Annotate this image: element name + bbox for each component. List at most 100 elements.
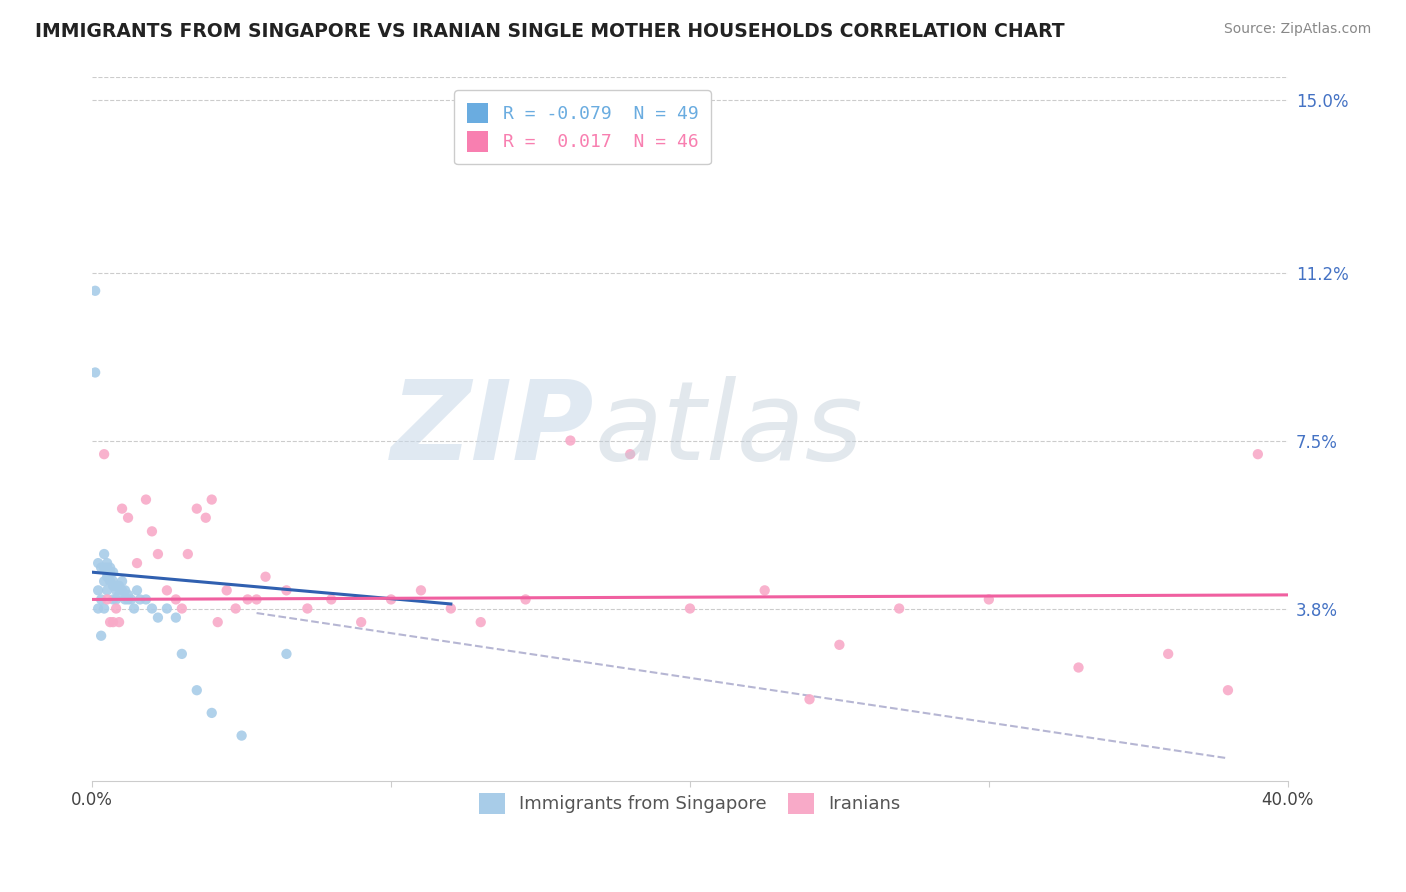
Point [96,570,118,584]
Point [177,547,200,561]
Point [186,501,208,516]
Point [98,574,121,589]
Point [215,583,238,598]
Point [122,601,145,615]
Point [186,683,208,698]
Point [245,592,267,607]
Point [754,583,776,598]
Point [96,592,118,607]
Point [977,592,1000,607]
Point [141,601,163,615]
Point [515,592,537,607]
Point [87,556,110,570]
Point [87,583,110,598]
Point [125,583,148,598]
Point [101,574,124,589]
Point [98,615,121,629]
Point [165,592,187,607]
Point [101,579,124,593]
Point [254,570,277,584]
Point [101,565,124,579]
Text: IMMIGRANTS FROM SINGAPORE VS IRANIAN SINGLE MOTHER HOUSEHOLDS CORRELATION CHART: IMMIGRANTS FROM SINGAPORE VS IRANIAN SIN… [35,22,1064,41]
Point [108,588,131,602]
Point [146,547,169,561]
Point [93,601,115,615]
Point [93,547,115,561]
Point [105,601,128,615]
Point [90,592,112,607]
Point [889,601,911,615]
Point [276,647,298,661]
Point [350,615,373,629]
Point [105,583,128,598]
Text: Source: ZipAtlas.com: Source: ZipAtlas.com [1223,22,1371,37]
Point [114,583,136,598]
Point [619,447,641,461]
Point [108,615,131,629]
Point [120,592,142,607]
Point [276,583,298,598]
Point [117,588,139,602]
Point [98,565,121,579]
Point [93,447,115,461]
Point [111,583,134,598]
Point [96,565,118,579]
Point [117,592,139,607]
Point [98,560,121,574]
Point [105,579,128,593]
Point [1067,660,1090,674]
Point [470,615,492,629]
Point [87,601,110,615]
Point [108,579,131,593]
Point [101,615,124,629]
Point [1216,683,1239,698]
Point [297,601,319,615]
Point [114,592,136,607]
Point [135,592,157,607]
Point [236,592,259,607]
Point [201,492,224,507]
Point [799,692,821,706]
Point [111,574,134,589]
Point [135,492,157,507]
Point [321,592,343,607]
Point [231,729,253,743]
Point [560,434,582,448]
Point [93,574,115,589]
Legend: Immigrants from Singapore, Iranians: Immigrants from Singapore, Iranians [468,782,911,825]
Point [201,706,224,720]
Point [165,610,187,624]
Point [207,615,229,629]
Point [111,501,134,516]
Point [90,560,112,574]
Text: atlas: atlas [595,376,863,483]
Point [96,556,118,570]
Point [225,601,247,615]
Point [146,610,169,624]
Point [101,592,124,607]
Point [84,284,107,298]
Point [409,583,432,598]
Point [93,560,115,574]
Point [117,510,139,524]
Point [125,556,148,570]
Point [440,601,463,615]
Point [170,647,193,661]
Point [156,583,179,598]
Point [141,524,163,539]
Point [84,366,107,380]
Point [129,592,152,607]
Point [828,638,851,652]
Point [1247,447,1270,461]
Point [1157,647,1180,661]
Point [96,560,118,574]
Point [679,601,702,615]
Point [90,629,112,643]
Point [156,601,179,615]
Point [380,592,402,607]
Point [96,583,118,598]
Point [170,601,193,615]
Point [194,510,217,524]
Text: ZIP: ZIP [391,376,595,483]
Point [105,592,128,607]
